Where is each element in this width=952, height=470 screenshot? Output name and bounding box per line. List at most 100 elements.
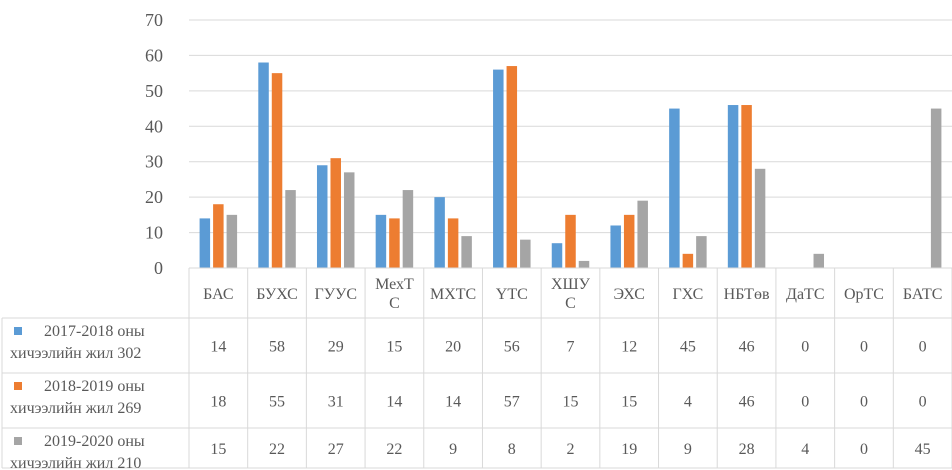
bar-1-МХТС xyxy=(434,197,445,268)
table-cell-value: 4 xyxy=(684,394,692,411)
bar-3-ДаТС xyxy=(813,253,825,268)
bar-1-БУХС xyxy=(258,62,269,269)
table-cell-value: 15 xyxy=(210,441,226,458)
y-tick-label: 40 xyxy=(145,116,163,136)
bar-2-ЭХС xyxy=(623,214,635,268)
table-cell-value: 20 xyxy=(445,339,461,356)
bar-1-ГУУС xyxy=(316,165,328,268)
table-cell-value: 14 xyxy=(386,394,402,411)
category-label: БУХС xyxy=(256,286,298,303)
y-tick-label: 70 xyxy=(145,10,163,30)
category-label: ГХС xyxy=(672,286,703,303)
table-cell-value: 14 xyxy=(445,394,461,411)
table-cell-value: 2 xyxy=(567,441,575,458)
table-cell-value: 0 xyxy=(919,394,927,411)
table-cell-value: 0 xyxy=(860,339,868,356)
category-label: ДаТС xyxy=(786,286,824,303)
category-label: НБТөв xyxy=(724,286,770,303)
category-label: БАТС xyxy=(903,286,943,303)
bar-2-ҮТС xyxy=(506,66,518,268)
table-cell-value: 9 xyxy=(684,441,692,458)
table-cell-value: 55 xyxy=(269,394,285,411)
bar-2-МХТС xyxy=(447,218,459,268)
table-cell-value: 15 xyxy=(563,394,579,411)
series-name-line-2: хичээлийн жил 269 xyxy=(10,400,141,417)
category-label: С xyxy=(389,295,400,312)
table-cell-value: 0 xyxy=(801,339,809,356)
table-cell-value: 15 xyxy=(621,394,637,411)
table-cell-value: 7 xyxy=(567,339,575,356)
category-label: ОрТС xyxy=(844,286,884,303)
table-cell-value: 58 xyxy=(269,339,285,356)
bar-3-ГХС xyxy=(696,236,707,268)
category-label: БАС xyxy=(203,286,233,303)
bar-3-МехТС xyxy=(402,190,414,268)
table-cell-value: 18 xyxy=(210,394,226,411)
table-cell-value: 22 xyxy=(269,441,285,458)
bar-3-БУХС xyxy=(285,190,296,268)
category-label: МХТС xyxy=(430,286,476,303)
legend-key-3 xyxy=(14,437,22,445)
legend-key-2 xyxy=(14,382,22,390)
table-cell-value: 0 xyxy=(801,394,809,411)
table-cell-value: 9 xyxy=(449,441,457,458)
bar-1-ХШУС xyxy=(551,243,563,268)
table-cell-value: 45 xyxy=(915,441,931,458)
category-label: ГУУС xyxy=(314,286,357,303)
bar-2-НБТөв xyxy=(741,105,752,269)
table-cell-value: 46 xyxy=(739,339,755,356)
series-name-line-1: 2018-2019 оны xyxy=(44,378,145,395)
y-tick-label: 10 xyxy=(145,223,163,243)
bar-1-ҮТС xyxy=(493,69,504,268)
table-cell-value: 19 xyxy=(621,441,637,458)
bar-3-ҮТС xyxy=(520,239,531,268)
category-label: ЭХС xyxy=(614,286,645,303)
series-name-line-1: 2017-2018 оны xyxy=(44,323,145,340)
category-label: МехТ xyxy=(375,276,414,293)
bar-2-БАС xyxy=(213,204,224,268)
bar-2-ГХС xyxy=(682,253,694,268)
bar-1-МехТС xyxy=(375,214,387,268)
y-tick-label: 0 xyxy=(154,258,163,278)
category-label: ХШУ xyxy=(551,276,591,293)
table-cell-value: 45 xyxy=(680,339,696,356)
bar-3-БАС xyxy=(226,214,238,268)
table-cell-value: 57 xyxy=(504,394,520,411)
table-cell-value: 28 xyxy=(739,441,755,458)
table-cell-value: 46 xyxy=(739,394,755,411)
table-cell-value: 0 xyxy=(919,339,927,356)
table-cell-value: 4 xyxy=(801,441,809,458)
bar-3-ЭХС xyxy=(637,200,648,268)
table-cell-value: 15 xyxy=(386,339,402,356)
table-cell-value: 29 xyxy=(328,339,344,356)
table-cell-value: 27 xyxy=(328,441,344,458)
bar-1-ГХС xyxy=(669,108,680,268)
category-label: ҮТС xyxy=(496,286,528,303)
table-cell-value: 8 xyxy=(508,441,516,458)
table-cell-value: 56 xyxy=(504,339,520,356)
legend-key-1 xyxy=(14,327,22,335)
bar-3-ГУУС xyxy=(343,172,355,268)
table-cell-value: 31 xyxy=(328,394,344,411)
bar-3-ХШУС xyxy=(578,260,590,268)
bar-3-МХТС xyxy=(461,236,472,268)
bar-1-НБТөв xyxy=(727,105,739,269)
table-cell-value: 12 xyxy=(621,339,637,356)
table-cell-value: 22 xyxy=(386,441,402,458)
series-name-line-2: хичээлийн жил 210 xyxy=(10,455,141,470)
bar-2-ХШУС xyxy=(565,214,576,268)
bar-2-МехТС xyxy=(389,218,400,268)
table-cell-value: 14 xyxy=(210,339,226,356)
y-tick-label: 50 xyxy=(145,81,163,101)
bar-3-НБТөв xyxy=(754,168,766,268)
bar-2-БУХС xyxy=(271,73,283,269)
bar-3-БАТС xyxy=(930,108,942,268)
y-tick-label: 20 xyxy=(145,187,163,207)
table-cell-value: 0 xyxy=(860,394,868,411)
y-tick-label: 30 xyxy=(145,152,163,172)
series-name-line-2: хичээлийн жил 302 xyxy=(10,345,141,362)
y-tick-label: 60 xyxy=(145,45,163,65)
series-name-line-1: 2019-2020 оны xyxy=(44,433,145,450)
bar-1-БАС xyxy=(199,218,211,268)
